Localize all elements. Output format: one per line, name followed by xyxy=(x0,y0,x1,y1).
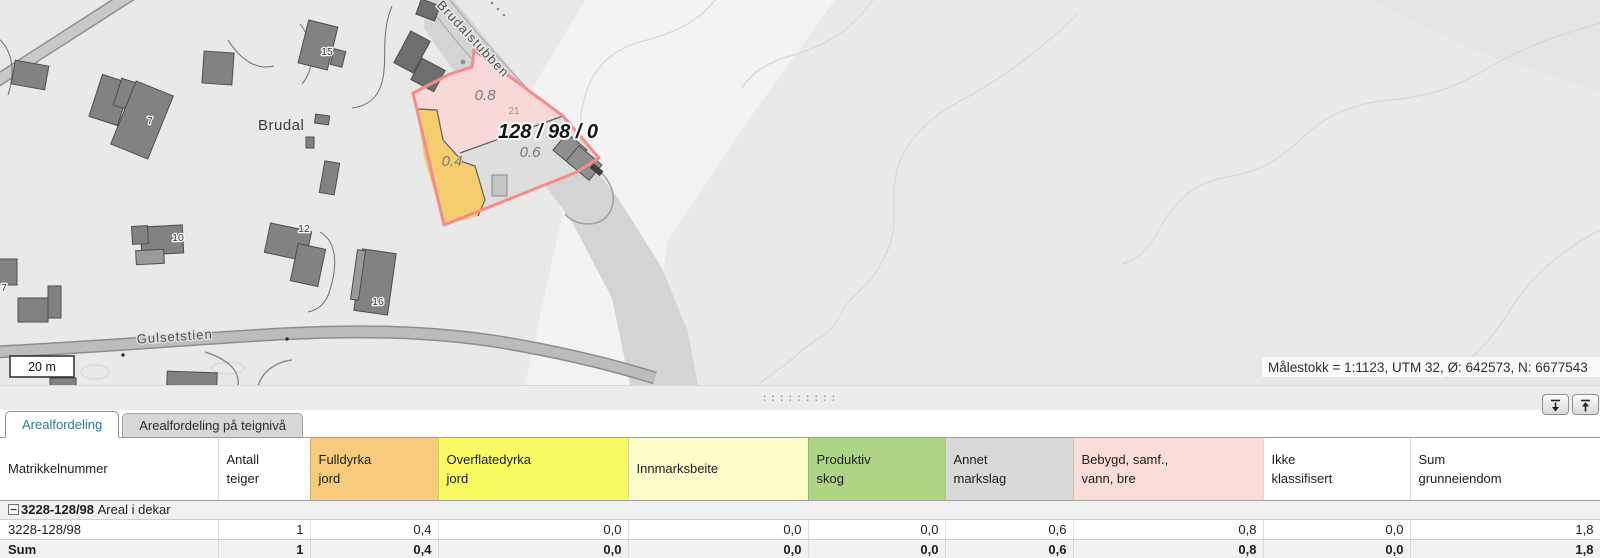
col-header-sum-grunneiendom: Sum grunneiendom xyxy=(1410,438,1600,501)
cell-bebygd: 0,8 xyxy=(1073,519,1264,540)
place-label-brudal: Brudal xyxy=(258,117,304,134)
house-number: 12 xyxy=(298,223,310,235)
parcel-area-pink xyxy=(413,50,563,162)
cell-sum-grunneiendom: 1,8 xyxy=(1410,519,1600,540)
cell-overflatedyrka: 0,0 xyxy=(438,519,629,540)
panel-splitter[interactable]: ::::::::: xyxy=(0,385,1600,415)
cell-innmarksbeite: 0,0 xyxy=(628,519,809,540)
arrow-down-to-bar-icon xyxy=(1551,399,1560,411)
areal-table: Matrikkelnummer Antall teiger Fulldyrka jo… xyxy=(0,438,1600,558)
col-header-annet-markslag: Annet markslag xyxy=(945,438,1074,501)
col-header-fulldyrka-jord: Fulldyrka jord xyxy=(310,438,439,501)
cell-overflatedyrka: 0,0 xyxy=(438,539,629,558)
cell-annet-markslag: 0,6 xyxy=(945,539,1074,558)
table-row: 3228-128/98 1 0,4 0,0 0,0 0,0 0,6 0,8 0,… xyxy=(0,519,1600,540)
col-header-matrikkelnummer: Matrikkelnummer xyxy=(0,438,219,501)
cell-ikke-klassifisert: 0,0 xyxy=(1263,519,1411,540)
map-background xyxy=(0,0,1600,385)
area-value-yellow: 0.4 xyxy=(442,153,463,170)
parcel-id-label: 128 / 98 / 0 xyxy=(498,121,598,143)
area-value-small: 21 xyxy=(508,106,520,117)
col-header-ikke-klassifisert: Ikke klassifisert xyxy=(1263,438,1411,501)
cell-annet-markslag: 0,6 xyxy=(945,519,1074,540)
house-number: 7 xyxy=(1,282,7,294)
house-number: 15 xyxy=(321,46,333,58)
col-header-bebygd-samf-vann-bre: Bebygd, samf., vann, bre xyxy=(1073,438,1264,501)
cell-sum-label: Sum xyxy=(0,539,219,558)
area-value-pink: 0.8 xyxy=(475,87,497,104)
cell-bebygd: 0,8 xyxy=(1073,539,1264,558)
panel-minimize-button[interactable] xyxy=(1542,394,1569,415)
collapse-group-icon[interactable] xyxy=(8,503,19,518)
cell-produktiv-skog: 0,0 xyxy=(808,539,946,558)
drag-handle-icon[interactable]: ::::::::: xyxy=(761,391,839,404)
cell-antall: 1 xyxy=(218,519,311,540)
parcel-outline xyxy=(411,48,601,227)
house-number: 10 xyxy=(172,232,184,244)
table-sum-row: Sum 1 0,4 0,0 0,0 0,0 0,6 0,8 0,0 1,8 xyxy=(0,539,1600,558)
cell-fulldyrka: 0,4 xyxy=(310,519,439,540)
map-canvas[interactable]: Brudalstubben Gulsetstien Brudal 7 15 10… xyxy=(0,0,1600,385)
table-group-row: 3228-128/98 Areal i dekar xyxy=(0,500,1600,520)
tab-arealfordeling[interactable]: Arealfordeling xyxy=(5,411,120,438)
cell-antall: 1 xyxy=(218,539,311,558)
road-gulsetstien xyxy=(0,325,657,385)
map-status-bar: Målestokk = 1:1123, UTM 32, Ø: 642573, N… xyxy=(1262,357,1600,377)
col-header-antall-teiger: Antall teiger xyxy=(218,438,311,501)
cell-matrikkelnummer: 3228-128/98 xyxy=(0,519,219,540)
col-header-innmarksbeite: Innmarksbeite xyxy=(628,438,809,501)
group-row-label: Areal i dekar xyxy=(97,501,171,517)
cell-produktiv-skog: 0,0 xyxy=(808,519,946,540)
scale-bar: 20 m xyxy=(9,355,75,378)
bottom-panel: ::::::::: Arealfordeling Arealfordeling … xyxy=(0,385,1600,558)
cell-sum-grunneiendom: 1,8 xyxy=(1410,539,1600,558)
driveway-line xyxy=(564,161,615,225)
svg-text:Målestokk = 1:1123, UTM 32, Ø:: Målestokk = 1:1123, UTM 32, Ø: 642573, N… xyxy=(1268,360,1588,375)
panel-maximize-button[interactable] xyxy=(1572,394,1599,415)
house-number: 7 xyxy=(147,115,153,127)
buildings xyxy=(0,0,604,385)
svg-text:20 m: 20 m xyxy=(28,360,56,374)
cell-innmarksbeite: 0,0 xyxy=(628,539,809,558)
tab-bar: Arealfordeling Arealfordeling på teigniv… xyxy=(0,410,1600,438)
arrow-up-to-bar-icon xyxy=(1581,399,1590,411)
street-label-gulsetstien: Gulsetstien xyxy=(136,326,213,346)
boundary-dots xyxy=(121,1,506,357)
parcel-area-yellow xyxy=(417,109,485,225)
group-row-id: 3228-128/98 xyxy=(21,501,95,517)
col-header-produktiv-skog: Produktiv skog xyxy=(808,438,946,501)
col-header-overflatedyrka-jord: Overflatedyrka jord xyxy=(438,438,629,501)
house-number: 16 xyxy=(372,296,384,308)
cell-ikke-klassifisert: 0,0 xyxy=(1263,539,1411,558)
area-value-gray: 0.6 xyxy=(520,144,542,161)
tab-arealfordeling-teigniva[interactable]: Arealfordeling på teignivå xyxy=(122,413,303,437)
cell-fulldyrka: 0,4 xyxy=(310,539,439,558)
